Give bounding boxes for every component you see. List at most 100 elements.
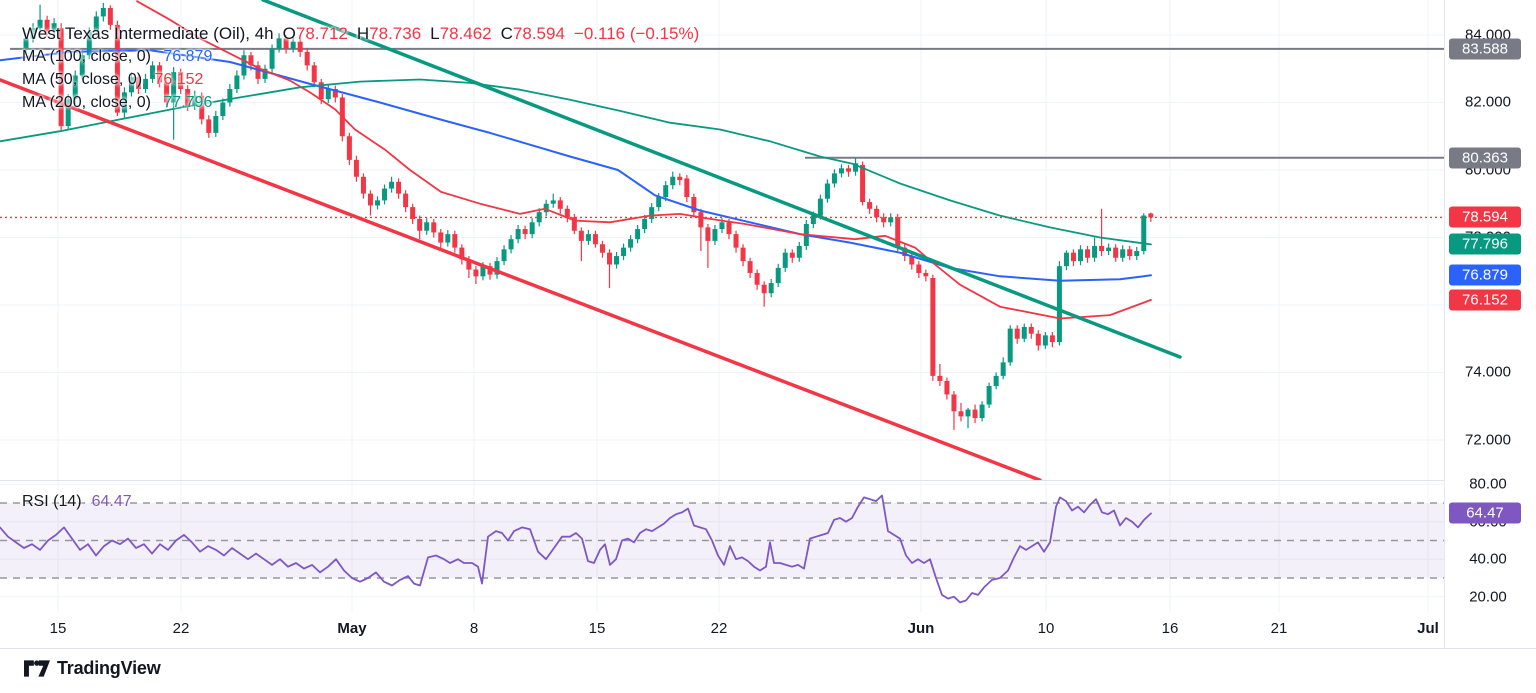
candle-body (768, 283, 774, 294)
candle-body (473, 269, 479, 277)
candle-body (796, 245, 802, 258)
candle-body (332, 88, 338, 98)
candle-body (128, 77, 134, 93)
price-axis[interactable]: 84.00082.00080.00078.00076.00074.00072.0… (1444, 0, 1536, 648)
rsi-pane-canvas[interactable] (0, 481, 1444, 612)
symbol-title: West Texas Intermediate (Oil), 4h (22, 24, 274, 43)
candle-body (719, 222, 725, 230)
candle-body (318, 82, 324, 100)
candle-body (480, 266, 486, 277)
candle-body (1113, 247, 1119, 258)
ma50-value: 76.152 (154, 71, 204, 88)
candle-body (628, 239, 634, 248)
price-badge-76.152[interactable]: 76.152 (1449, 289, 1521, 311)
candle-body (515, 229, 521, 240)
ma-line-ma200 (0, 78, 1152, 246)
candle-body (185, 88, 191, 106)
candle-body (72, 75, 78, 100)
candle-body (424, 222, 430, 231)
candle-body (459, 247, 465, 260)
ma100-label: MA (100, close, 0) (22, 48, 151, 65)
price-pane-canvas[interactable] (0, 0, 1444, 481)
candle-body (100, 7, 106, 17)
candle-body (888, 217, 894, 223)
price-badge-80.363[interactable]: 80.363 (1449, 147, 1521, 169)
tradingview-logo-link[interactable]: TradingView (24, 658, 161, 679)
candle-body (487, 266, 493, 275)
candle-body (297, 41, 303, 52)
time-tick-15: 15 (49, 620, 67, 637)
close-label: C (500, 24, 513, 43)
candle-body (853, 163, 859, 172)
candle-body (585, 234, 591, 241)
rsi-value: 64.47 (91, 493, 132, 510)
legend-title-row[interactable]: West Texas Intermediate (Oil), 4h O78.712… (22, 22, 699, 45)
price-tick-label: 72.000 (1465, 431, 1511, 449)
candle-body (733, 234, 739, 248)
candle-body (536, 212, 542, 223)
candle-body (761, 284, 767, 294)
candle-body (410, 207, 416, 219)
candle-body (979, 404, 985, 419)
candle-body (614, 256, 620, 265)
price-badge-76.879[interactable]: 76.879 (1449, 264, 1521, 286)
candle-body (649, 207, 655, 219)
candle-body (1063, 252, 1069, 267)
candle-body (986, 385, 992, 405)
candle-body (382, 188, 388, 201)
candle-body (691, 196, 697, 213)
ma50-legend-row[interactable]: MA (50, close, 0) 76.152 (22, 68, 699, 91)
candle-body (438, 232, 444, 243)
candle-body (944, 380, 950, 395)
candle-body (782, 252, 788, 268)
candle-body (1141, 215, 1147, 251)
candle-body (529, 222, 535, 235)
candle-body (951, 394, 957, 412)
candle-body (860, 164, 866, 203)
ma200-legend-row[interactable]: MA (200, close, 0) 77.796 (22, 91, 699, 114)
candle-body (1092, 245, 1098, 258)
candle-body (1021, 326, 1027, 339)
ma100-legend-row[interactable]: MA (100, close, 0) 76.879 (22, 45, 699, 68)
pane-separator[interactable] (0, 480, 1536, 481)
rsi-tick-label: 20.00 (1469, 588, 1507, 606)
candle-body (248, 55, 254, 66)
candle-body (810, 215, 816, 224)
candle-body (304, 51, 310, 66)
candle-body (543, 203, 549, 213)
candle-body (578, 230, 584, 241)
candle-body (290, 41, 296, 49)
rsi-badge[interactable]: 64.47 (1449, 502, 1521, 524)
candle-body (37, 19, 43, 29)
price-badge-83.588[interactable]: 83.588 (1449, 38, 1521, 60)
candle-body (874, 208, 880, 218)
candle-body (1000, 362, 1006, 376)
candle-body (466, 259, 472, 270)
candle-body (930, 277, 936, 376)
candle-body (621, 247, 627, 257)
candle-body (255, 65, 261, 79)
candle-body (143, 78, 149, 89)
candle-body (824, 183, 830, 199)
time-axis[interactable]: 15 22 May 8 15 22 Jun 10 16 21 Jul (0, 612, 1444, 648)
candle-body (1099, 245, 1105, 251)
trendline-descending-support[interactable] (0, 78, 1042, 481)
candle-body (550, 200, 556, 204)
candle-body (1007, 328, 1013, 363)
candle-body (1028, 326, 1034, 334)
candle-body (712, 229, 718, 241)
rsi-legend-row[interactable]: RSI (14) 64.47 (22, 493, 132, 511)
candle-body (1070, 252, 1076, 262)
candle-body (353, 159, 359, 177)
candle-body (403, 193, 409, 208)
candle-body (571, 217, 577, 231)
trendline-descending-resistance[interactable] (261, 0, 1182, 359)
price-tick-label: 82.000 (1465, 93, 1511, 111)
candle-body (909, 256, 915, 265)
candle-body (916, 264, 922, 273)
price-badge-78.594[interactable]: 78.594 (1449, 206, 1521, 228)
candle-body (199, 95, 205, 120)
candle-body (817, 198, 823, 216)
price-badge-77.796[interactable]: 77.796 (1449, 233, 1521, 255)
